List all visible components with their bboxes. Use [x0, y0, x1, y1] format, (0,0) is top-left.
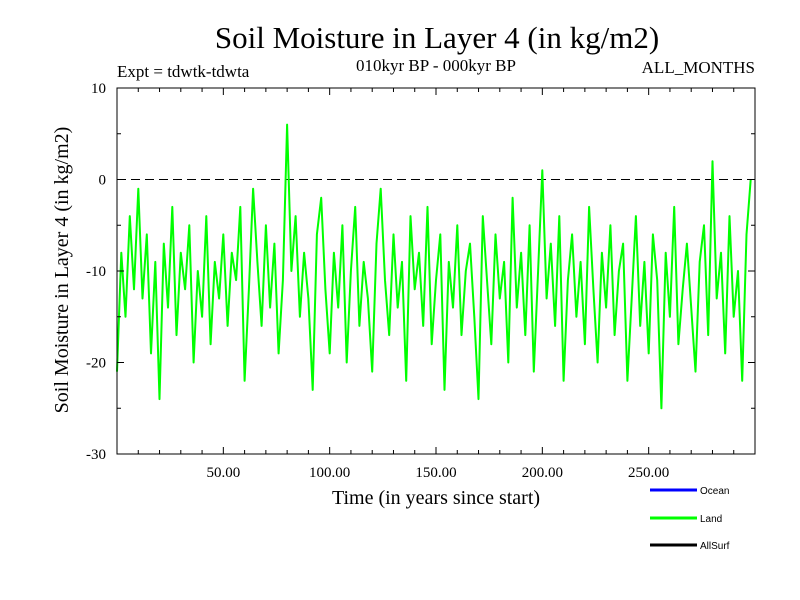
- y-tick-label: -30: [86, 447, 106, 463]
- y-tick-label: 10: [91, 81, 106, 97]
- experiment-label: Expt = tdwtk-tdwta: [117, 62, 250, 81]
- chart-title: Soil Moisture in Layer 4 (in kg/m2): [215, 20, 659, 55]
- y-tick-label: -10: [86, 264, 106, 280]
- y-tick-label: 0: [99, 173, 107, 189]
- axes: 10 0 -10 -20 -30 50.00 100.00 150.00 200.00 250.0…: [86, 81, 756, 481]
- legend-label-ocean: Ocean: [700, 486, 729, 497]
- legend-label-land: Land: [700, 514, 722, 525]
- x-axis-label: Time (in years since start): [332, 487, 540, 509]
- x-tick-label: 250.00: [628, 465, 669, 481]
- y-axis-label: Soil Moisture in Layer 4 (in kg/m2): [51, 127, 73, 414]
- x-tick-label: 50.00: [206, 465, 240, 481]
- plot-area: [116, 123, 755, 410]
- legend: Ocean Land AllSurf: [650, 486, 730, 552]
- y-tick-label: -20: [86, 356, 106, 372]
- x-tick-label: 200.00: [522, 465, 563, 481]
- series-line-land: [116, 123, 752, 410]
- legend-label-allsurf: AllSurf: [700, 541, 730, 552]
- period-label: 010kyr BP - 000kyr BP: [356, 56, 516, 75]
- x-tick-label: 100.00: [309, 465, 350, 481]
- months-label: ALL_MONTHS: [642, 58, 755, 77]
- x-tick-label: 150.00: [415, 465, 456, 481]
